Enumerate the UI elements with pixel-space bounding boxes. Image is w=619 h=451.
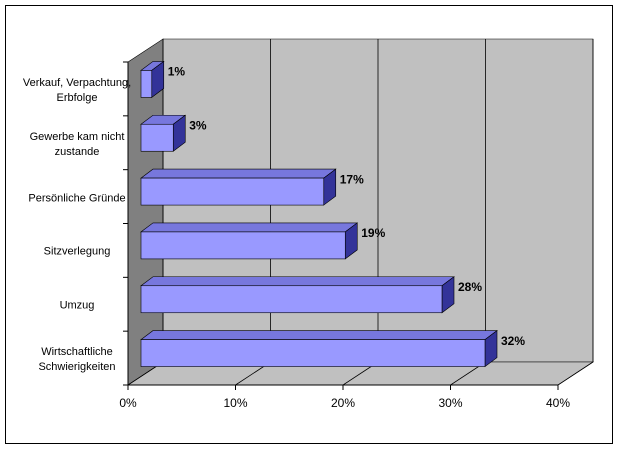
value-label: 3% (189, 118, 207, 132)
bar (140, 285, 443, 314)
bar-top (140, 222, 359, 233)
bar (140, 70, 153, 98)
x-tick-label: 30% (438, 396, 462, 410)
floor-grid-line (557, 361, 594, 386)
bar-top (140, 276, 455, 287)
x-tick-label: 0% (119, 396, 137, 410)
y-tick-label: Sitzverlegung (43, 245, 111, 258)
y-tick-label: Wirtschaftliche Schwierigkeiten (38, 346, 116, 374)
value-label: 28% (458, 280, 482, 294)
value-label: 1% (168, 65, 186, 79)
bar-top (140, 330, 498, 340)
bar (140, 231, 346, 260)
y-tick-label: Persönliche Gründe (28, 192, 126, 205)
bar (140, 123, 174, 152)
value-label: 19% (361, 226, 385, 240)
x-tick-label: 20% (331, 396, 355, 410)
y-tick-label: Verkauf, Verpachtung, Erbfolge (22, 76, 132, 104)
bar (140, 177, 325, 206)
y-tick-label: Gewerbe kam nicht zustande (29, 130, 125, 158)
bar (140, 339, 486, 367)
value-label: 17% (340, 172, 364, 186)
x-tick-label: 10% (223, 396, 247, 410)
value-label: 32% (501, 334, 525, 348)
x-tick-label: 40% (546, 396, 570, 410)
bar-top (140, 168, 337, 179)
y-tick-label: Umzug (59, 299, 95, 312)
